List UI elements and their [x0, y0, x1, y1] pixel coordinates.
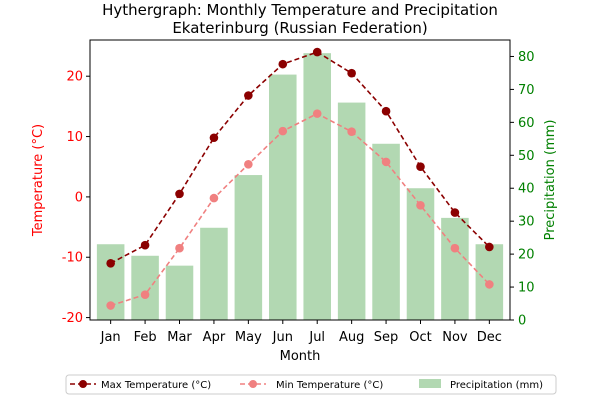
- right-tick-label: 20: [518, 248, 535, 263]
- max-temp-point-jul: [312, 47, 322, 57]
- precip-bar-nov: [441, 217, 469, 320]
- legend-entry-min-temp: Min Temperature (°C): [240, 380, 383, 391]
- right-tick-label: 10: [518, 281, 535, 296]
- precip-bar-jul: [303, 53, 331, 320]
- min-temp-point-aug: [347, 127, 356, 137]
- plot-frame: [89, 39, 511, 321]
- max-temp-line: [110, 51, 490, 264]
- precip-bar-sep: [372, 143, 400, 320]
- x-tick-label: Jan: [100, 330, 121, 345]
- max-temp-point-jan: [106, 258, 115, 268]
- x-tick-label: Mar: [167, 330, 192, 345]
- x-axis-label: Month: [280, 349, 321, 364]
- precipitation-bars: [96, 53, 504, 321]
- legend-max-marker: [79, 380, 87, 388]
- precip-bar-may: [234, 175, 263, 320]
- min-temp-point-nov: [450, 243, 460, 253]
- min-temp-point-mar: [175, 243, 184, 253]
- left-tick-label: 10: [66, 130, 83, 145]
- chart-title: Hythergraph: Monthly Temperature and Pre…: [102, 1, 498, 19]
- x-tick-label: Dec: [477, 330, 502, 345]
- legend-min-label: Min Temperature (°C): [276, 380, 383, 391]
- precip-bar-jun: [269, 74, 297, 321]
- max-temp-point-mar: [175, 189, 184, 199]
- legend-precip-swatch: [419, 379, 441, 388]
- right-axis: 0 10 20 30 40 50 60 70 80: [510, 50, 535, 329]
- legend-entry-max-temp: Max Temperature (°C): [70, 380, 211, 391]
- right-tick-label: 30: [518, 215, 535, 230]
- x-tick-label: Nov: [442, 330, 468, 345]
- min-temp-point-dec: [485, 280, 494, 289]
- precip-bar-oct: [406, 188, 435, 320]
- x-tick-label: Sep: [374, 330, 399, 345]
- right-tick-label: 50: [518, 149, 535, 164]
- precip-bar-mar: [165, 265, 194, 320]
- max-temp-point-sep: [381, 106, 391, 116]
- x-tick-label: Jul: [308, 330, 325, 345]
- max-temp-point-aug: [347, 68, 356, 78]
- right-tick-label: 40: [518, 182, 535, 197]
- max-temp-point-may: [244, 91, 253, 100]
- min-temp-point-jul: [312, 109, 322, 118]
- x-tick-label: Oct: [409, 330, 431, 345]
- left-axis: -20 -10 0 10 20: [62, 70, 90, 326]
- min-temp-point-feb: [140, 290, 150, 299]
- right-axis-label: Precipitation (mm): [543, 120, 558, 241]
- x-tick-label: Apr: [203, 330, 226, 345]
- x-tick-label: Feb: [134, 330, 157, 345]
- min-temp-point-oct: [416, 201, 425, 210]
- temperature-lines: [106, 47, 494, 310]
- x-tick-label: Jun: [272, 330, 293, 345]
- left-tick-label: 0: [75, 190, 83, 205]
- left-tick-label: -10: [62, 251, 83, 266]
- min-temp-line: [110, 112, 490, 307]
- min-temp-point-jan: [106, 301, 115, 310]
- max-temp-point-dec: [485, 242, 494, 252]
- min-temp-point-sep: [381, 157, 391, 167]
- right-tick-label: 80: [518, 50, 535, 65]
- legend-min-marker: [249, 380, 257, 388]
- max-temp-point-nov: [450, 208, 460, 217]
- max-temp-point-feb: [140, 240, 150, 250]
- x-axis: Jan Feb Mar Apr May Jun Jul Aug Sep Oct Nov Dec: [100, 320, 502, 345]
- right-tick-label: 0: [518, 314, 526, 329]
- left-tick-label: -20: [62, 311, 83, 326]
- max-temp-point-apr: [209, 133, 219, 143]
- left-axis-label: Temperature (°C): [31, 124, 46, 237]
- x-tick-label: May: [235, 330, 262, 345]
- legend-max-label: Max Temperature (°C): [101, 380, 211, 391]
- x-tick-label: Aug: [339, 330, 364, 345]
- max-temp-point-oct: [416, 162, 425, 172]
- min-temp-point-jun: [278, 126, 288, 136]
- legend-precip-label: Precipitation (mm): [450, 380, 543, 391]
- precip-bar-apr: [200, 227, 228, 320]
- min-temp-point-may: [244, 160, 253, 169]
- left-tick-label: 20: [66, 70, 83, 85]
- min-temp-point-apr: [209, 193, 219, 203]
- right-tick-label: 60: [518, 116, 535, 131]
- precip-bar-feb: [131, 255, 159, 320]
- legend: Max Temperature (°C) Min Temperature (°C…: [65, 374, 557, 395]
- chart-subtitle: Ekaterinburg (Russian Federation): [172, 19, 427, 37]
- legend-entry-precip: Precipitation (mm): [419, 379, 543, 391]
- right-tick-label: 70: [518, 83, 535, 98]
- max-temp-point-jun: [278, 59, 288, 69]
